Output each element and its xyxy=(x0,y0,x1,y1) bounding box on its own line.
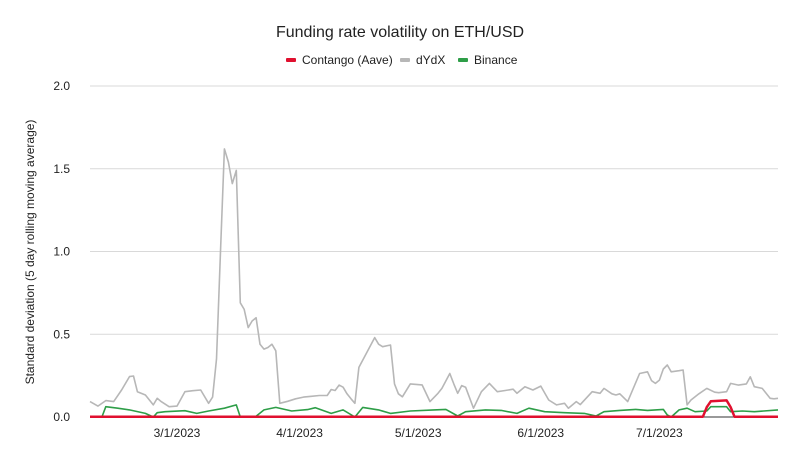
x-tick-label: 7/1/2023 xyxy=(636,426,683,440)
chart-title: Funding rate volatility on ETH/USD xyxy=(276,24,524,41)
y-tick-label: 1.5 xyxy=(53,162,70,176)
x-tick-label: 4/1/2023 xyxy=(276,426,323,440)
legend: Contango (Aave) dYdX Binance xyxy=(286,53,518,67)
y-axis-ticks: 0.0 0.5 1.0 1.5 2.0 xyxy=(53,79,70,424)
y-tick-label: 2.0 xyxy=(53,79,70,93)
x-axis-ticks: 3/1/2023 4/1/2023 5/1/2023 6/1/2023 7/1/2023 xyxy=(154,426,683,440)
y-axis-title: Standard deviation (5 day rolling moving… xyxy=(23,120,37,385)
legend-label-binance: Binance xyxy=(474,53,518,67)
y-tick-label: 0.0 xyxy=(53,410,70,424)
legend-swatch-binance xyxy=(458,58,468,62)
legend-label-dydx: dYdX xyxy=(416,53,445,67)
legend-item-contango[interactable]: Contango (Aave) xyxy=(286,53,393,67)
legend-swatch-contango xyxy=(286,58,296,62)
series-line-binance xyxy=(90,404,779,418)
y-tick-label: 1.0 xyxy=(53,245,70,259)
legend-item-dydx[interactable]: dYdX xyxy=(400,53,445,67)
legend-label-contango: Contango (Aave) xyxy=(302,53,393,67)
legend-swatch-dydx xyxy=(400,58,410,62)
gridlines xyxy=(90,85,778,418)
legend-item-binance[interactable]: Binance xyxy=(458,53,518,67)
x-tick-label: 3/1/2023 xyxy=(154,426,201,440)
y-tick-label: 0.5 xyxy=(53,327,70,341)
x-tick-label: 6/1/2023 xyxy=(517,426,564,440)
series-lines xyxy=(89,148,779,418)
series-line-contango-aave xyxy=(90,399,778,418)
x-tick-label: 5/1/2023 xyxy=(395,426,442,440)
series-line-dydx xyxy=(89,148,779,409)
